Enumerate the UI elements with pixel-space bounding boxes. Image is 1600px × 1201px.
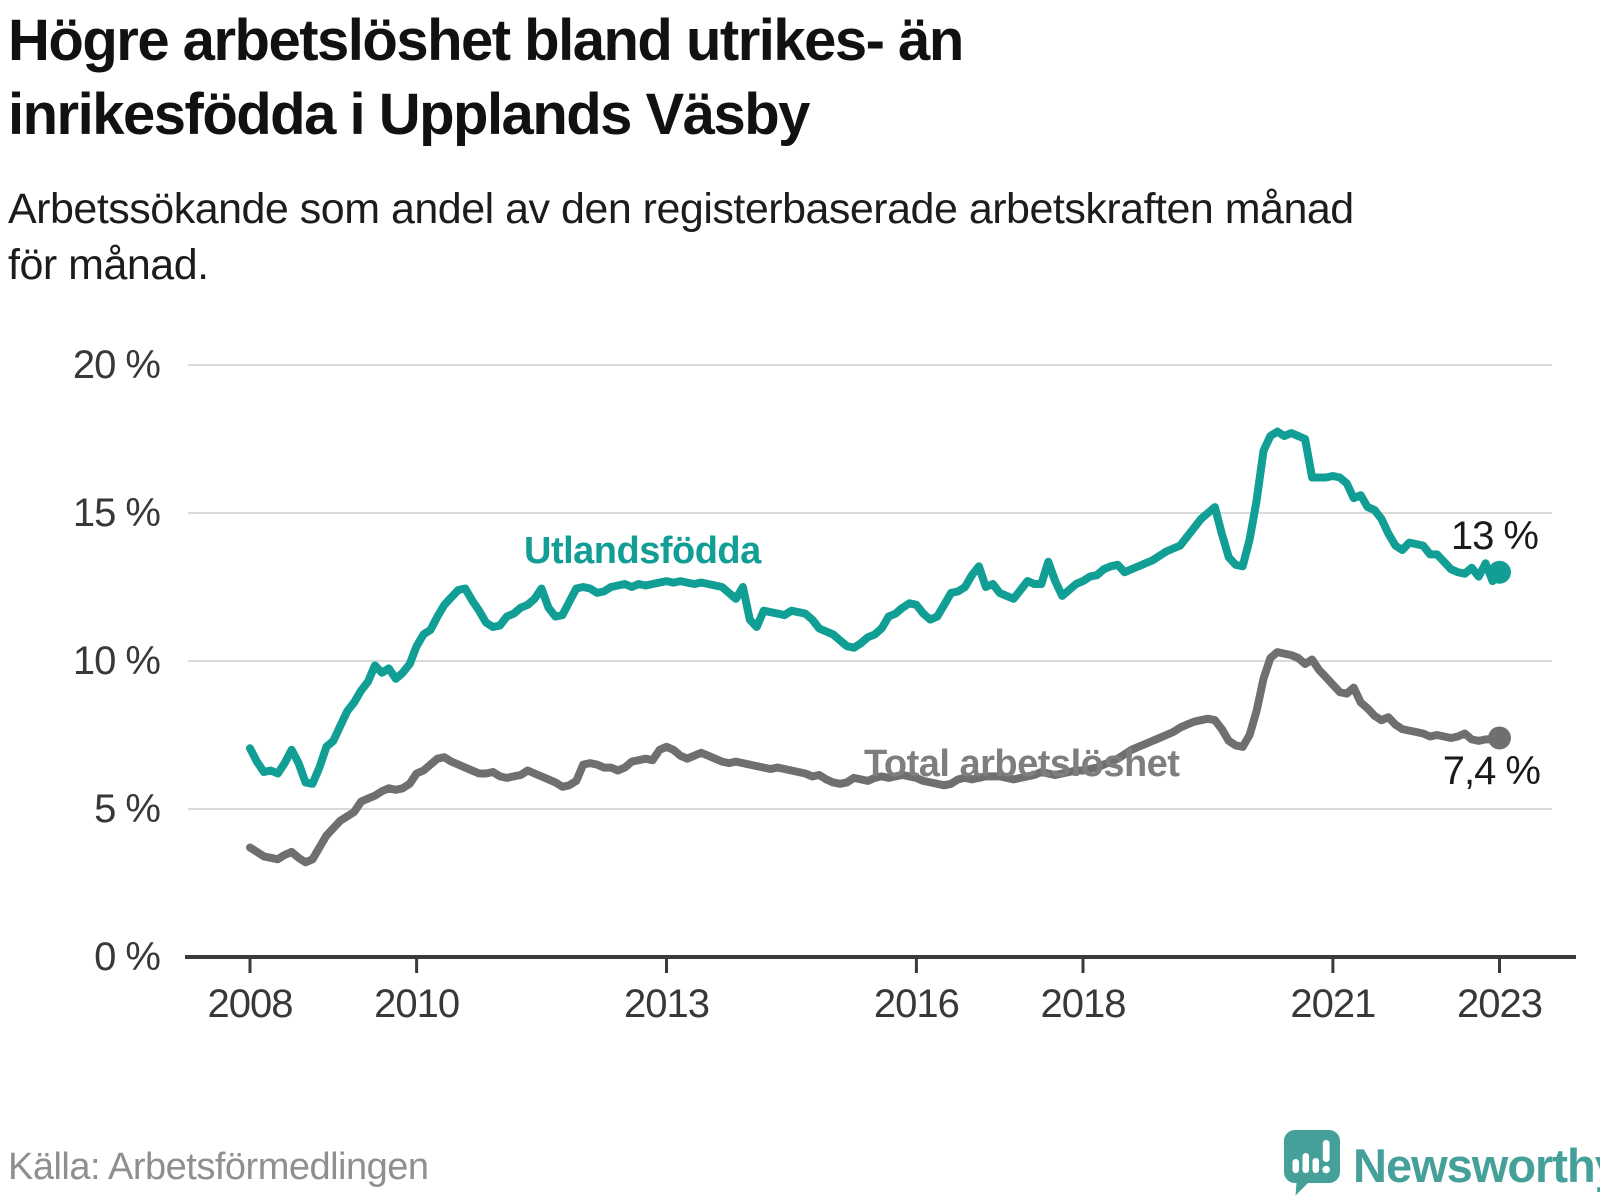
page-subtitle: Arbetssökande som andel av den registerb… [8,185,1354,289]
series-end-dot-utlandsfodda [1488,560,1511,584]
x-axis-label: 2010 [374,982,460,1026]
series-label-total-arbetsloshet: Total arbetslöshet [864,743,1180,785]
newsworthy-logo-icon [1284,1129,1340,1201]
y-axis-label: 5 % [94,787,161,831]
x-axis-label: 2018 [1040,982,1127,1026]
x-axis-label: 2008 [207,982,294,1026]
y-axis-label: 20 % [72,343,161,387]
y-axis-label: 15 % [72,491,161,535]
series-line-utlandsfodda [246,427,1504,788]
y-axis-label: 10 % [72,639,161,683]
series-label-utlandsfodda: Utlandsfödda [524,530,761,572]
x-axis-label: 2023 [1457,982,1543,1026]
source-note: Källa: Arbetsförmedlingen [8,1146,429,1188]
newsworthy-wordmark: Newsworthy [1353,1138,1600,1192]
value-label-utlandsfodda: 13 % [1450,514,1539,558]
value-label-total-arbetsloshet: 7,4 % [1442,749,1541,793]
series-end-dot-total [1488,726,1511,750]
y-axis-label: 0 % [94,935,161,979]
series-line-total [246,648,1504,867]
x-axis-label: 2013 [624,982,710,1026]
x-axis-label: 2016 [873,982,960,1026]
page-title: Högre arbetslöshet bland utrikes- än inr… [8,8,964,148]
newsworthy-logo: Newsworthy [1284,1129,1600,1201]
x-axis-label: 2021 [1290,982,1376,1026]
